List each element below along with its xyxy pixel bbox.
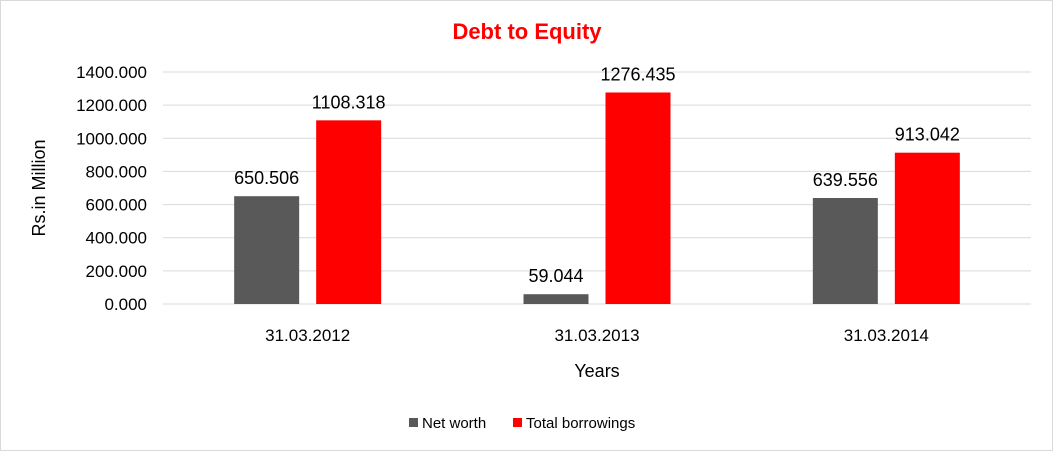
data-label: 913.042: [895, 125, 960, 145]
y-tick-label: 600.000: [86, 196, 147, 215]
legend: Net worth Total borrowings: [409, 415, 635, 432]
bar-total-borrowings: [605, 92, 671, 304]
bar-net-worth: [234, 196, 300, 304]
bar-total-borrowings: [894, 152, 960, 304]
bar-net-worth: [523, 294, 589, 304]
data-labels: 650.506 1108.318 59.044 1276.435 639.556 913.…: [234, 64, 960, 286]
y-tick-label: 1400.000: [76, 63, 147, 82]
y-tick-label: 1200.000: [76, 96, 147, 115]
x-axis-ticks: 31.03.2012 31.03.2013 31.03.2014: [265, 326, 929, 345]
data-label: 639.556: [813, 170, 878, 190]
y-axis-label: Rs.in Million: [29, 139, 49, 236]
legend-label: Net worth: [422, 415, 486, 432]
y-tick-label: 0.000: [104, 295, 147, 314]
legend-swatch: [513, 418, 522, 427]
data-label: 1276.435: [600, 64, 675, 84]
data-label: 59.044: [528, 266, 583, 286]
y-axis-ticks: 0.000 200.000 400.000 600.000 800.000 1000.00…: [76, 63, 147, 314]
gridlines: [163, 71, 1031, 305]
y-tick-label: 200.000: [86, 262, 147, 281]
bars: [234, 92, 960, 304]
legend-label: Total borrowings: [526, 415, 635, 432]
data-label: 650.506: [234, 168, 299, 188]
x-tick-label: 31.03.2014: [844, 326, 929, 345]
y-tick-label: 1000.000: [76, 129, 147, 148]
legend-swatch: [409, 418, 418, 427]
y-tick-label: 400.000: [86, 229, 147, 248]
y-tick-label: 800.000: [86, 162, 147, 181]
bar-net-worth: [812, 198, 878, 304]
bar-total-borrowings: [316, 120, 382, 304]
x-axis-label: Years: [574, 361, 619, 381]
chart-title: Debt to Equity: [452, 19, 602, 44]
x-tick-label: 31.03.2012: [265, 326, 350, 345]
x-tick-label: 31.03.2013: [554, 326, 639, 345]
data-label: 1108.318: [312, 92, 386, 112]
